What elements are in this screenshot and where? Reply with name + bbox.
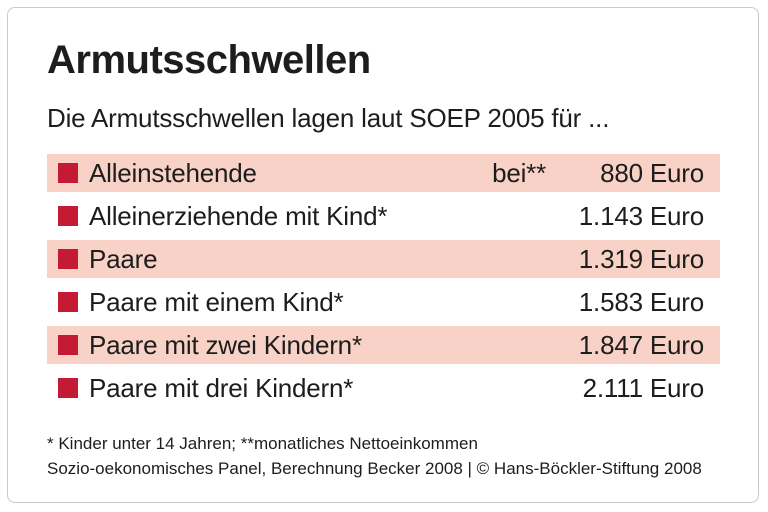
red-square-bullet-icon (58, 335, 78, 355)
row-amount: 1.847 Euro (578, 329, 704, 360)
table-row: Paare mit zwei Kindern* 1.847 Euro (47, 326, 720, 364)
row-prefix: bei** (492, 157, 546, 188)
red-square-bullet-icon (58, 163, 78, 183)
infographic-card: Armutsschwellen Die Armutsschwellen lage… (7, 7, 759, 503)
row-label: Alleinerziehende mit Kind* (89, 200, 388, 231)
row-label: Alleinstehende (89, 157, 257, 188)
row-amount: 1.583 Euro (578, 286, 704, 317)
page-title: Armutsschwellen (47, 38, 371, 82)
red-square-bullet-icon (58, 378, 78, 398)
red-square-bullet-icon (58, 249, 78, 269)
page-subtitle: Die Armutsschwellen lagen laut SOEP 2005… (47, 103, 610, 133)
row-amount: 880 Euro (600, 157, 704, 188)
table-row: Paare mit drei Kindern* 2.111 Euro (47, 369, 720, 407)
red-square-bullet-icon (58, 206, 78, 226)
table-row: Alleinerziehende mit Kind* 1.143 Euro (47, 197, 720, 235)
source-text: Sozio-oekonomisches Panel, Berechnung Be… (47, 459, 702, 478)
footer: * Kinder unter 14 Jahren; **monatliches … (47, 431, 720, 481)
row-amount: 1.143 Euro (578, 200, 704, 231)
table-row: Alleinstehende bei** 880 Euro (47, 154, 720, 192)
footnote-text: * Kinder unter 14 Jahren; **monatliches … (47, 434, 478, 453)
row-amount: 2.111 Euro (582, 372, 705, 403)
row-label: Paare mit drei Kindern* (89, 372, 354, 403)
table-row: Paare 1.319 Euro (47, 240, 720, 278)
row-label: Paare mit zwei Kindern* (89, 329, 362, 360)
row-label: Paare mit einem Kind* (89, 286, 344, 317)
row-amount: 1.319 Euro (578, 243, 704, 274)
row-label: Paare (89, 243, 158, 274)
threshold-table: Alleinstehende bei** 880 Euro Alleinerzi… (47, 154, 720, 407)
red-square-bullet-icon (58, 292, 78, 312)
table-row: Paare mit einem Kind* 1.583 Euro (47, 283, 720, 321)
